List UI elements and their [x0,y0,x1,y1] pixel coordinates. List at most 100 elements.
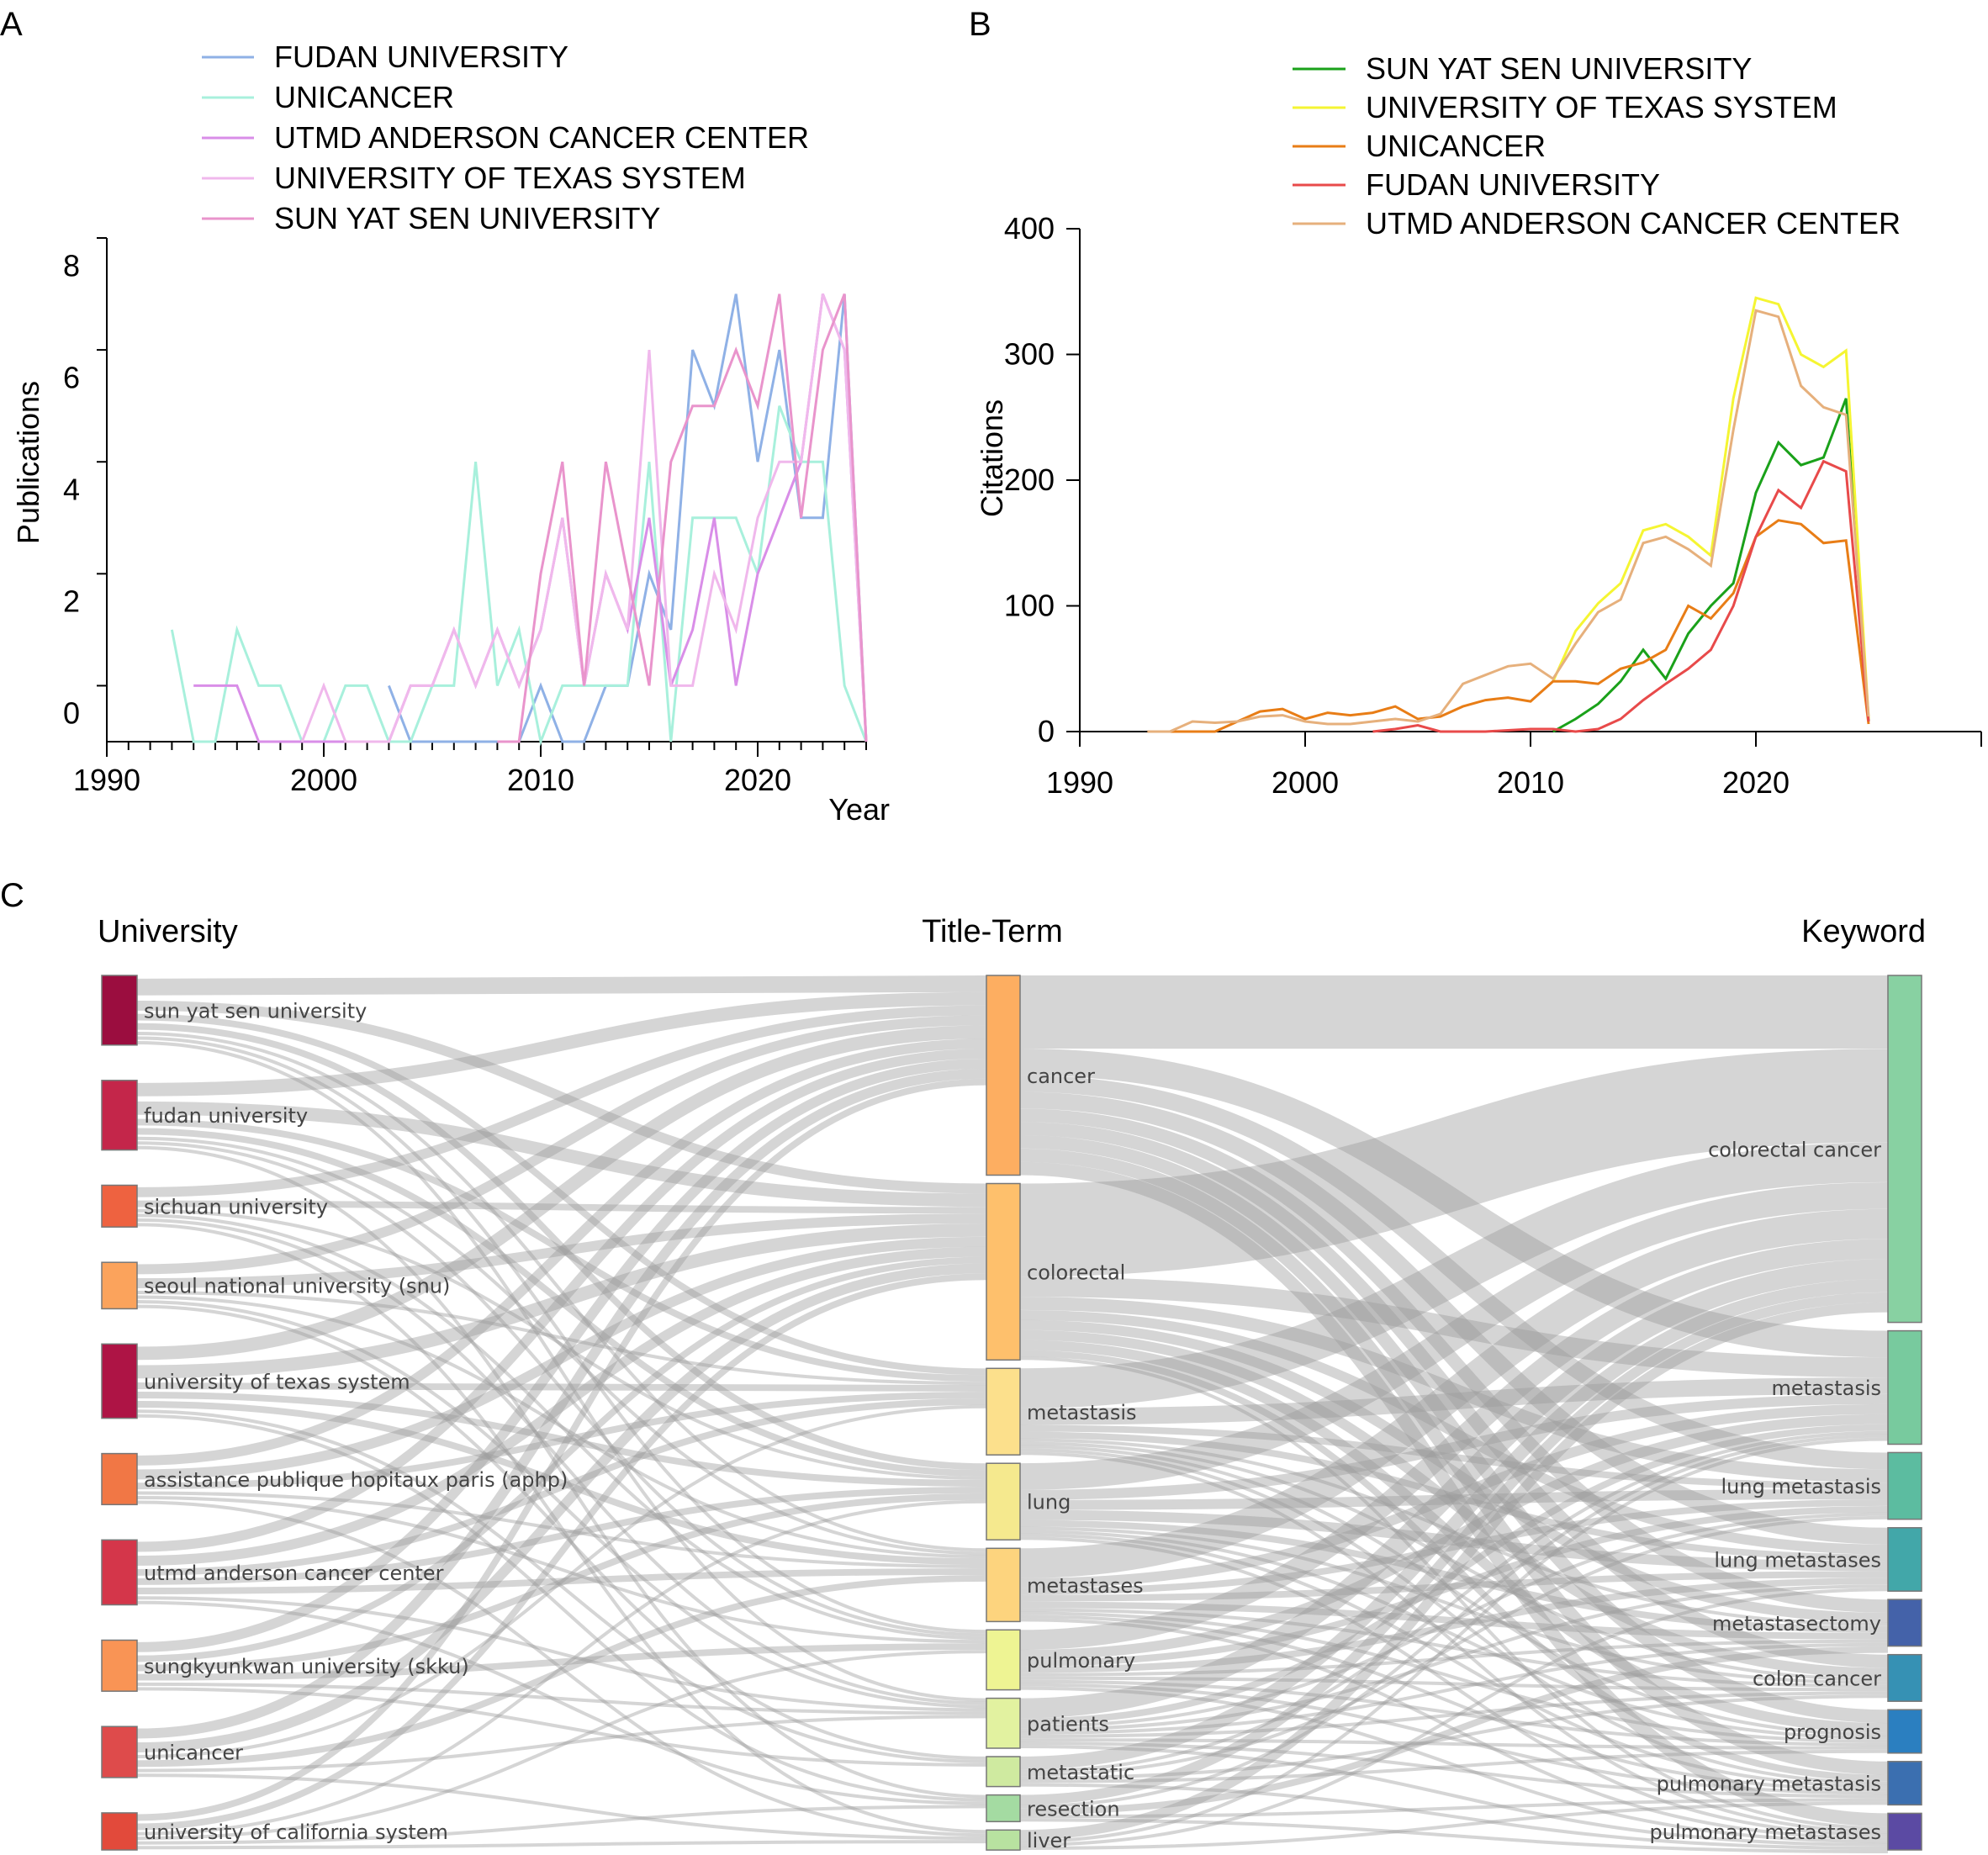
sankey-link-university-to-term [136,1038,987,1466]
sankey-link-university-to-term [136,1493,987,1672]
y-tick-label: 300 [1004,337,1055,372]
sankey-node-label: colorectal cancer [1708,1138,1881,1161]
sankey-link-university-to-term [136,1236,987,1480]
sankey-node-university [101,1452,138,1506]
sankey-link-term-to-keyword [1019,1741,1889,1799]
sankey-link-term-to-keyword [1019,1498,1889,1595]
sankey-link-university-to-term [136,1500,987,1837]
sankey-nodes [101,975,1922,1851]
sankey-node-university [101,1812,138,1851]
sankey-link-term-to-keyword [1019,1438,1889,1626]
sankey-node-label: pulmonary metastases [1650,1821,1881,1844]
sankey-link-term-to-keyword [1019,1049,1889,1277]
sankey-link-term-to-keyword [1019,1601,1889,1640]
sankey-node-keyword [1887,1653,1922,1702]
x-tick-label: 2010 [507,763,574,797]
sankey-link-term-to-keyword [1019,1356,1889,1831]
sankey-link-university-to-term [136,1128,987,1477]
sankey-link-university-to-term [136,1036,987,1634]
sankey-link-term-to-keyword [1019,1642,1889,1736]
legend-label: FUDAN UNIVERSITY [274,40,568,74]
sankey-link-term-to-keyword [1019,1818,1889,1853]
sankey-node-title-term [986,1794,1021,1823]
sankey-node-label: sungkyunkwan university (skku) [144,1655,469,1678]
sankey-link-university-to-term [136,1650,987,1841]
sankey-node-university [101,1539,138,1606]
y-tick-label: 4 [63,473,80,507]
sankey-link-term-to-keyword [1019,1505,1889,1667]
sankey-node-label: fudan university [144,1104,308,1128]
sankey-node-label: pulmonary [1027,1649,1135,1673]
sankey-link-term-to-keyword [1019,1639,1889,1677]
sankey-link-term-to-keyword [1019,1611,1889,1743]
sankey-link-university-to-term [136,1687,987,1767]
sankey-link-university-to-term [136,1246,987,1567]
sankey-link-university-to-term [136,1805,987,1845]
sankey-node-label: resection [1027,1797,1120,1821]
sankey-link-term-to-keyword [1019,1302,1889,1841]
sankey-node-label: sun yat sen university [144,999,367,1023]
publications-chart: 1990 2000 2010 2020 0 2 4 6 8 Year Publications FUD… [11,40,890,827]
sankey-node-title-term [986,1829,1021,1851]
sankey-link-term-to-keyword [1019,1512,1889,1729]
sankey-link-term-to-keyword [1019,1519,1889,1633]
sankey-link-term-to-keyword [1019,1691,1889,1739]
sankey-link-university-to-term [136,1398,987,1576]
sankey-node-keyword [1887,1527,1922,1592]
y-tick-label: 6 [63,360,80,394]
sankey-link-term-to-keyword [1019,1329,1889,1678]
sankey-node-label: utmd anderson cancer center [144,1562,444,1585]
sankey-node-label: university of texas system [144,1371,410,1394]
sankey-link-term-to-keyword [1019,1489,1889,1510]
sankey-link-term-to-keyword [1019,1075,1889,1470]
y-tick-label: 2 [63,584,80,619]
sankey-link-term-to-keyword [1019,1279,1889,1770]
sankey-link-term-to-keyword [1019,1801,1889,1850]
sankey-node-title-term [986,1367,1021,1456]
sankey-link-term-to-keyword [1019,1676,1889,1692]
sankey-link-university-to-term [136,1392,987,1487]
sankey-node-label: unicancer [144,1741,243,1765]
sankey-link-term-to-keyword [1019,1798,1889,1819]
sankey-link-university-to-term [136,1574,987,1768]
sankey-link-term-to-keyword [1019,1276,1889,1378]
sankey-node-label: colorectal [1027,1260,1125,1284]
sankey-node-label: lung metastases [1714,1549,1881,1572]
sankey-link-term-to-keyword [1019,1393,1889,1500]
sankey-node-label: university of california system [144,1821,448,1844]
y-axis-title: Publications [11,381,45,544]
legend-label: UNIVERSITY OF TEXAS SYSTEM [274,161,746,195]
sankey-link-university-to-term [136,1401,987,1566]
x-tick-label: 1990 [1046,765,1113,800]
sankey-link-university-to-term [136,1078,987,1821]
sankey-node-label: metastasectomy [1712,1612,1881,1636]
sankey-node-university [101,1184,138,1228]
sankey-link-university-to-term [136,1496,987,1644]
sankey-link-term-to-keyword [1019,1618,1889,1841]
series-line [1552,398,1870,733]
sankey-link-university-to-term [136,1682,987,1715]
column-header-keyword: Keyword [1801,914,1926,949]
column-header-university: University [98,914,238,949]
sankey-link-university-to-term [136,1068,987,1739]
sankey-link-term-to-keyword [1019,1297,1889,1483]
sankey-link-university-to-term [136,1013,987,1376]
sankey-link-term-to-keyword [1019,1530,1889,1740]
sankey-link-term-to-keyword [1019,1142,1889,1408]
sankey-link-university-to-term [136,1304,987,1760]
x-tick-label: 2020 [1722,765,1790,800]
sankey-link-university-to-term [136,1409,987,1763]
x-tick-label: 2010 [1497,765,1564,800]
sankey-link-university-to-term [136,1223,987,1379]
sankey-node-university [101,975,138,1046]
sankey-link-term-to-keyword [1019,1424,1889,1726]
y-tick-label: 400 [1004,211,1055,246]
sankey-link-term-to-keyword [1019,1584,1889,1732]
x-axis-title: Year [828,792,890,827]
sankey-link-term-to-keyword [1019,1451,1889,1834]
legend-label: SUN YAT SEN UNIVERSITY [274,201,660,235]
panel-label-a: A [0,6,23,43]
sankey-link-university-to-term [136,1200,987,1214]
sankey-link-university-to-term [136,1273,987,1831]
series-line [1552,296,1870,720]
